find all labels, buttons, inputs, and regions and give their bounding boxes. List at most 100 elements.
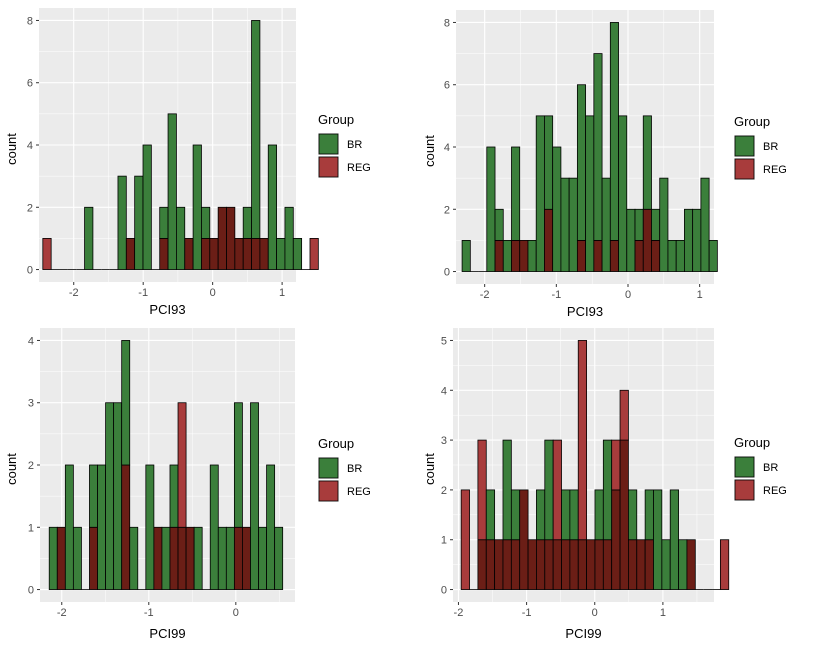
bar-overlap [642,208,652,272]
bar-overlap [251,238,261,270]
bar-overlap [536,539,546,590]
bar-overlap [619,439,629,590]
bar-br [113,402,123,590]
bar-br [129,526,139,590]
legend-key-br [734,135,755,157]
bar-br [510,489,521,541]
bar-overlap [185,526,195,590]
y-axis-title: count [422,453,437,485]
y-tick-label: 0 [444,267,450,279]
bar-overlap [259,238,269,270]
bar-reg [719,539,730,590]
legend-key-br [734,456,755,478]
bar-br [568,177,578,272]
bar-overlap [544,539,554,590]
bar-overlap [56,526,66,590]
bar-overlap [628,539,638,590]
x-tick-label: -2 [480,289,490,301]
bar-overlap [593,240,603,272]
bar-br [684,208,694,272]
bar-br [601,177,611,272]
bar-overlap [577,539,588,590]
y-tick-label: 3 [441,435,447,447]
bar-overlap [121,464,131,590]
legend-key-reg [734,158,755,180]
bar-br [193,526,203,590]
y-tick-label: 6 [444,80,450,92]
bar-overlap [89,526,98,590]
x-tick-label: -1 [522,607,532,619]
bar-reg [477,439,487,541]
y-tick-label: 3 [28,398,34,410]
bar-overlap [594,539,604,590]
bar-br [659,177,669,272]
bar-overlap [634,240,644,272]
y-axis-title: count [4,453,19,485]
legend-label-reg: REG [763,164,787,176]
bar-overlap [519,240,529,272]
bar-overlap [477,539,487,590]
x-tick-label: 0 [592,607,598,619]
bar-br [642,115,652,210]
bar-reg [177,402,187,528]
legend-label-br: BR [347,139,362,151]
bar-br [72,526,82,590]
bar-overlap [502,539,512,590]
bar-br [105,402,115,590]
x-tick-label: 0 [233,607,239,619]
bar-br [274,526,284,590]
bar-br [142,144,152,270]
y-tick-label: 8 [27,15,33,27]
y-tick-label: 4 [441,385,447,397]
bar-overlap [511,240,521,272]
bar-overlap [644,539,654,590]
bar-br [560,177,570,272]
bar-br [593,53,603,241]
legend: Group BR REG [734,114,787,180]
bar-overlap [169,526,179,590]
bar-br [576,84,587,241]
bar-br [653,489,663,590]
legend-key-br [318,133,339,155]
bar-br [176,206,186,270]
x-tick-label: -1 [551,289,561,301]
y-tick-label: 1 [441,535,447,547]
bar-overlap [544,208,554,272]
bar-br [161,526,171,590]
x-tick-label: -2 [454,607,464,619]
bar-br [134,175,144,270]
bar-overlap [184,238,194,270]
bar-br [594,489,604,541]
x-tick-label: 1 [279,287,285,299]
legend-label-reg: REG [347,486,371,498]
bar-overlap [159,238,169,270]
bar-reg [619,389,629,441]
chart-panel-3: -2 -1 0 0 1 2 3 4 PCI99 count Group BR REG [4,328,371,641]
bar-br [675,240,685,272]
legend-title: Group [318,112,354,127]
y-tick-label: 4 [27,140,33,152]
y-tick-label: 2 [28,460,34,472]
bar-overlap [569,539,579,590]
x-tick-label: -1 [144,607,154,619]
bar-reg [460,489,470,590]
bar-overlap [494,539,504,590]
bar-br [167,113,177,270]
legend-key-reg [318,480,339,502]
bar-br [64,464,74,590]
bar-reg [42,238,52,270]
bar-br [535,115,545,272]
y-tick-label: 2 [441,485,447,497]
bar-br [544,115,554,210]
bar-br [233,402,243,528]
bar-br [209,464,219,590]
bar-overlap [242,526,251,590]
y-tick-label: 2 [27,202,33,214]
y-tick-label: 4 [28,335,34,347]
bar-br [609,22,619,241]
y-tick-label: 0 [27,265,33,277]
x-tick-label: -2 [69,287,79,299]
chart-panel-1: -2 -1 0 1 0 2 4 6 8 PCI93 count Group BR REG [4,8,371,317]
legend-label-br: BR [347,463,362,475]
